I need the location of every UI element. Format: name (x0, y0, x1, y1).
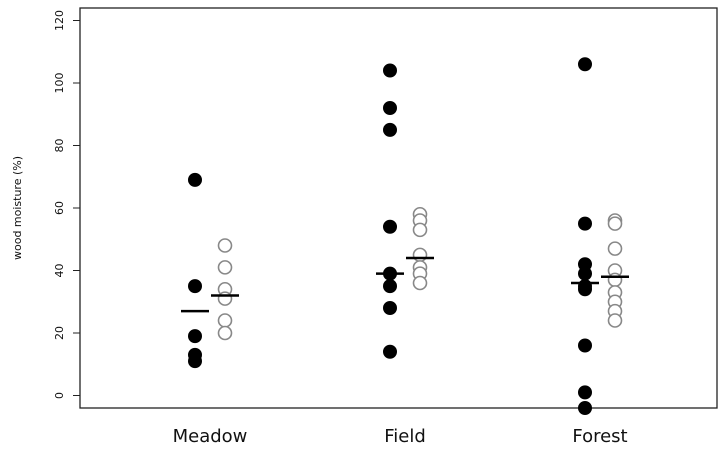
data-point (383, 301, 397, 315)
data-point (217, 260, 233, 275)
data-point (578, 57, 592, 72)
data-point (578, 266, 592, 281)
data-point (578, 338, 592, 353)
x-tick-label: Meadow (173, 426, 248, 447)
data-point (607, 313, 623, 328)
y-tick-label: 60 (53, 201, 66, 215)
data-point (578, 216, 592, 231)
data-point (188, 354, 202, 369)
plot-frame (79, 7, 718, 409)
data-point (217, 238, 233, 253)
y-axis-label: wood moisture (%) (11, 156, 24, 260)
data-point (412, 247, 428, 263)
y-tick-label: 40 (53, 264, 66, 278)
data-point (188, 279, 202, 294)
x-tick-label: Field (384, 426, 426, 447)
data-point (578, 385, 592, 400)
data-point (578, 282, 592, 297)
data-point (383, 122, 397, 137)
data-point (188, 172, 202, 187)
data-point (578, 401, 592, 415)
data-point (383, 101, 397, 115)
data-point (607, 241, 623, 256)
data-point (217, 325, 233, 341)
data-point (383, 344, 397, 359)
data-point (383, 219, 397, 234)
data-point (383, 279, 397, 294)
data-point (188, 329, 202, 344)
data-point (217, 291, 233, 306)
x-tick-label: Forest (572, 426, 627, 447)
y-tick-label: 80 (53, 139, 66, 153)
data-point (217, 313, 233, 328)
y-tick-label: 20 (53, 326, 66, 340)
y-tick-label: 100 (53, 73, 66, 94)
y-tick-label: 120 (53, 10, 66, 31)
data-point (412, 222, 428, 238)
data-point (412, 275, 428, 291)
data-point (607, 272, 623, 288)
y-tick-label: 0 (53, 392, 66, 399)
data-point (607, 216, 623, 231)
data-point (383, 63, 397, 78)
